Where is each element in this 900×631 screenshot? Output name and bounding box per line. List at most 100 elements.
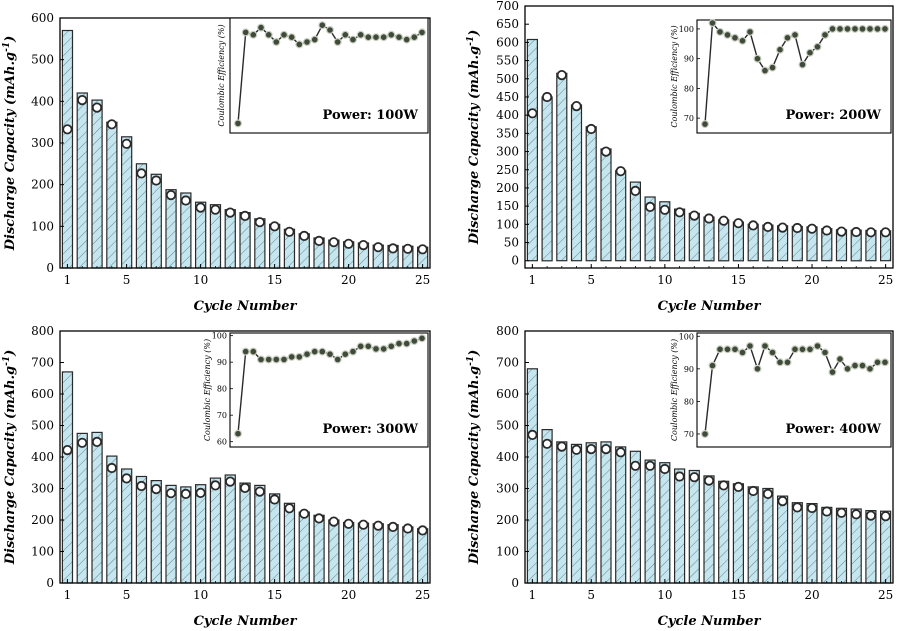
discharge-point <box>373 520 384 531</box>
capacity-bar <box>732 483 745 584</box>
ce-point <box>379 344 388 353</box>
y-tick-label: 200 <box>31 178 54 192</box>
inset-y-tick-label: 100 <box>212 332 227 341</box>
discharge-point <box>806 223 818 234</box>
ce-point <box>715 27 724 36</box>
y-tick-label: 450 <box>496 90 519 104</box>
ce-point <box>730 33 739 42</box>
y-tick-label: 600 <box>496 35 519 49</box>
discharge-point <box>91 102 103 113</box>
capacity-bar <box>629 181 642 262</box>
panel-300w: 1 5 10 15 20 250100200300400500600700800Cycle… <box>2 324 431 629</box>
ce-point <box>341 350 350 359</box>
discharge-point <box>659 204 670 215</box>
discharge-point <box>195 487 206 498</box>
discharge-point <box>703 213 715 224</box>
discharge-point <box>762 488 774 499</box>
inset-frame <box>696 19 892 134</box>
capacity-bar <box>570 443 583 584</box>
discharge-point <box>284 226 295 237</box>
capacity-bar <box>806 503 818 584</box>
ce-point <box>387 30 396 39</box>
discharge-point <box>880 227 891 238</box>
ce-point <box>790 345 799 354</box>
ce-point <box>715 345 724 354</box>
discharge-point <box>136 480 147 492</box>
capacity-bar <box>703 216 715 262</box>
ce-point <box>768 63 777 72</box>
capacity-bar <box>526 38 539 262</box>
y-tick-label: 500 <box>496 419 519 433</box>
ce-point <box>372 33 381 42</box>
capacity-bar <box>180 486 192 584</box>
ce-point <box>395 339 404 348</box>
capacity-bar <box>600 441 612 584</box>
discharge-point <box>792 222 803 234</box>
inset-y-tick-label: 90 <box>684 55 694 64</box>
capacity-bar <box>762 487 774 584</box>
discharge-point <box>343 238 354 249</box>
capacity-bar <box>644 196 656 262</box>
discharge-point <box>151 483 162 495</box>
inset-y-tick-label: 90 <box>217 358 227 367</box>
discharge-point <box>121 473 132 484</box>
capacity-bar <box>91 99 103 269</box>
discharge-point <box>836 507 847 518</box>
y-tick-label: 800 <box>496 324 519 338</box>
discharge-point <box>269 494 280 505</box>
capacity-bar <box>615 446 627 584</box>
discharge-point <box>527 108 538 119</box>
discharge-point <box>417 244 428 255</box>
y-tick-label: 400 <box>496 108 519 122</box>
inset-y-axis-label: Coulombic Efficiency (%) <box>670 25 679 127</box>
ce-point <box>326 26 335 35</box>
discharge-point <box>689 472 700 483</box>
discharge-point <box>151 175 162 186</box>
ce-point <box>820 348 829 357</box>
y-tick-label: 200 <box>496 513 519 527</box>
ce-point <box>760 342 769 351</box>
inset-y-axis-label: Coulombic Efficiency (%) <box>203 339 212 441</box>
capacity-bar <box>791 502 803 584</box>
capacity-bar <box>328 519 340 584</box>
capacity-bar <box>224 209 236 269</box>
ce-point <box>828 368 837 377</box>
discharge-point <box>644 201 656 212</box>
y-axis-label-close: ) <box>467 30 482 37</box>
ce-point <box>303 37 312 46</box>
discharge-point <box>571 444 582 455</box>
y-tick-label: 300 <box>31 136 54 150</box>
ce-point <box>813 42 822 51</box>
discharge-point <box>121 138 132 149</box>
ce-point <box>783 358 792 367</box>
y-tick-label: 250 <box>496 163 519 177</box>
discharge-point <box>210 204 221 215</box>
ce-point <box>828 24 837 33</box>
capacity-bar <box>76 92 88 269</box>
ce-point <box>783 33 792 42</box>
discharge-point <box>328 516 339 527</box>
discharge-point <box>777 495 788 507</box>
inset-y-tick-label: 90 <box>684 365 694 374</box>
x-tick-label: 1 <box>529 588 537 602</box>
ce-point <box>858 24 867 33</box>
discharge-point <box>77 437 88 448</box>
discharge-point <box>630 185 641 196</box>
y-tick-label: 200 <box>31 513 54 527</box>
capacity-bar <box>600 148 612 262</box>
inset-y-tick-label: 100 <box>679 25 694 34</box>
discharge-point <box>195 202 206 213</box>
capacity-bar <box>541 96 553 262</box>
y-axis-label-superscript: -1 <box>466 356 476 366</box>
discharge-point <box>718 480 729 491</box>
capacity-bar <box>106 455 118 584</box>
y-tick-label: 150 <box>496 199 519 213</box>
discharge-point <box>62 444 73 456</box>
y-tick-label: 600 <box>496 387 519 401</box>
capacity-bar <box>821 506 833 584</box>
ce-point <box>349 347 358 356</box>
x-tick-label: 5 <box>123 588 131 602</box>
panel-200w: 1 5 10 15 20 25050100150200250300350400450500… <box>466 0 894 314</box>
ce-point <box>356 342 365 351</box>
y-tick-label: 0 <box>511 254 519 268</box>
